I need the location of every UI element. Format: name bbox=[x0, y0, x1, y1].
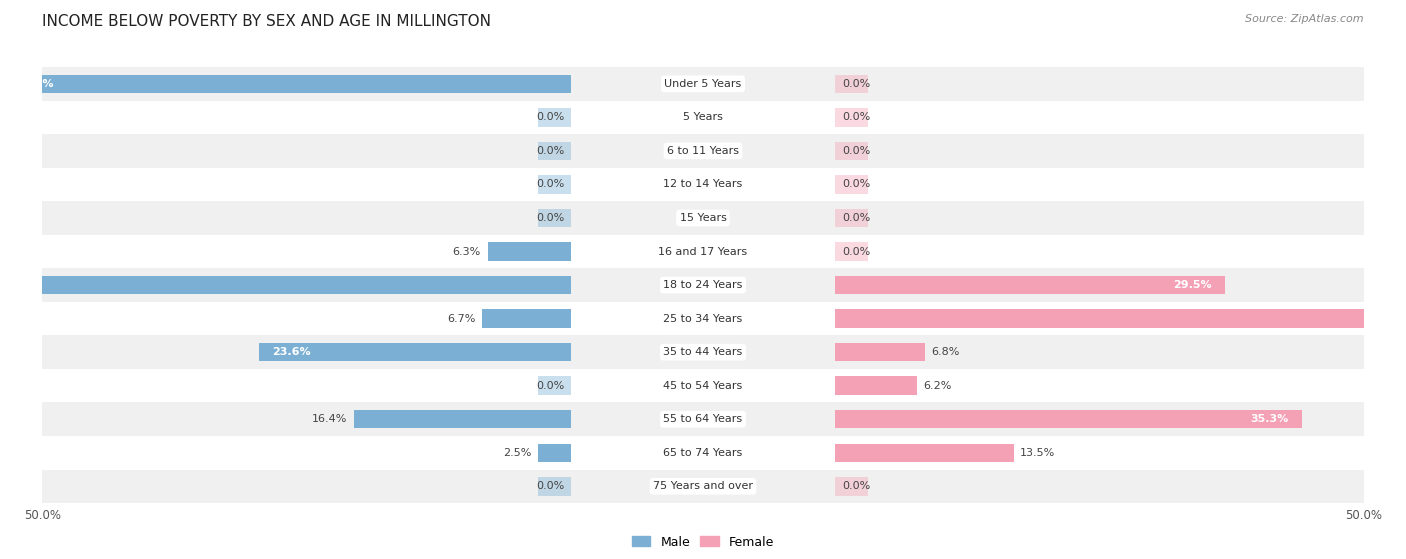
Text: 0.0%: 0.0% bbox=[842, 112, 870, 122]
Bar bbox=[835, 243, 868, 260]
Bar bbox=[42, 134, 1364, 168]
Bar bbox=[835, 142, 868, 160]
Text: 6.8%: 6.8% bbox=[932, 347, 960, 357]
Bar bbox=[835, 477, 868, 496]
Bar bbox=[537, 108, 571, 127]
Bar bbox=[537, 477, 571, 496]
Bar bbox=[42, 168, 1364, 201]
Bar bbox=[3, 75, 571, 93]
Bar bbox=[42, 235, 1364, 268]
Bar bbox=[42, 369, 1364, 402]
Bar bbox=[42, 436, 1364, 470]
Text: 2.5%: 2.5% bbox=[503, 448, 531, 458]
Bar bbox=[42, 402, 1364, 436]
Bar bbox=[354, 410, 571, 429]
Text: 65 to 74 Years: 65 to 74 Years bbox=[664, 448, 742, 458]
Bar bbox=[537, 377, 571, 395]
Text: 35 to 44 Years: 35 to 44 Years bbox=[664, 347, 742, 357]
Text: 29.5%: 29.5% bbox=[1173, 280, 1212, 290]
Text: 0.0%: 0.0% bbox=[536, 213, 564, 223]
Text: 0.0%: 0.0% bbox=[842, 179, 870, 190]
Text: 16.4%: 16.4% bbox=[312, 414, 347, 424]
Text: 5 Years: 5 Years bbox=[683, 112, 723, 122]
Bar bbox=[835, 377, 917, 395]
Text: 43.0%: 43.0% bbox=[15, 79, 55, 89]
Legend: Male, Female: Male, Female bbox=[627, 530, 779, 553]
Text: 45 to 54 Years: 45 to 54 Years bbox=[664, 381, 742, 391]
Text: 23.6%: 23.6% bbox=[273, 347, 311, 357]
Text: 0.0%: 0.0% bbox=[536, 381, 564, 391]
Bar bbox=[835, 343, 925, 362]
Bar bbox=[42, 67, 1364, 101]
Bar bbox=[835, 410, 1302, 429]
Bar bbox=[0, 276, 571, 294]
Bar bbox=[42, 268, 1364, 302]
Bar bbox=[42, 302, 1364, 335]
Bar bbox=[42, 335, 1364, 369]
Text: 0.0%: 0.0% bbox=[536, 112, 564, 122]
Bar bbox=[835, 108, 868, 127]
Text: Under 5 Years: Under 5 Years bbox=[665, 79, 741, 89]
Text: 0.0%: 0.0% bbox=[536, 481, 564, 491]
Text: 25 to 34 Years: 25 to 34 Years bbox=[664, 314, 742, 324]
Bar bbox=[259, 343, 571, 362]
Text: 6.3%: 6.3% bbox=[453, 247, 481, 257]
Bar bbox=[537, 209, 571, 228]
Bar bbox=[835, 75, 868, 93]
Bar bbox=[42, 201, 1364, 235]
Text: 6 to 11 Years: 6 to 11 Years bbox=[666, 146, 740, 156]
Text: 0.0%: 0.0% bbox=[842, 213, 870, 223]
Text: 12 to 14 Years: 12 to 14 Years bbox=[664, 179, 742, 190]
Text: 13.5%: 13.5% bbox=[1021, 448, 1056, 458]
Text: 0.0%: 0.0% bbox=[842, 79, 870, 89]
Text: 0.0%: 0.0% bbox=[842, 481, 870, 491]
Text: 6.2%: 6.2% bbox=[924, 381, 952, 391]
Bar bbox=[537, 444, 571, 462]
Bar bbox=[835, 276, 1225, 294]
Text: Source: ZipAtlas.com: Source: ZipAtlas.com bbox=[1246, 14, 1364, 24]
Text: 35.3%: 35.3% bbox=[1250, 414, 1288, 424]
Bar bbox=[835, 176, 868, 194]
Text: 0.0%: 0.0% bbox=[536, 179, 564, 190]
Bar bbox=[482, 310, 571, 328]
Text: 18 to 24 Years: 18 to 24 Years bbox=[664, 280, 742, 290]
Text: 0.0%: 0.0% bbox=[842, 247, 870, 257]
Bar bbox=[835, 209, 868, 228]
Text: 16 and 17 Years: 16 and 17 Years bbox=[658, 247, 748, 257]
Text: 0.0%: 0.0% bbox=[536, 146, 564, 156]
Text: 55 to 64 Years: 55 to 64 Years bbox=[664, 414, 742, 424]
Text: INCOME BELOW POVERTY BY SEX AND AGE IN MILLINGTON: INCOME BELOW POVERTY BY SEX AND AGE IN M… bbox=[42, 14, 491, 29]
Bar bbox=[835, 310, 1406, 328]
Text: 0.0%: 0.0% bbox=[842, 146, 870, 156]
Bar bbox=[42, 101, 1364, 134]
Text: 15 Years: 15 Years bbox=[679, 213, 727, 223]
Bar bbox=[537, 142, 571, 160]
Bar bbox=[488, 243, 571, 260]
Bar bbox=[537, 176, 571, 194]
Text: 6.7%: 6.7% bbox=[447, 314, 475, 324]
Bar bbox=[835, 444, 1014, 462]
Bar bbox=[42, 470, 1364, 503]
Text: 75 Years and over: 75 Years and over bbox=[652, 481, 754, 491]
